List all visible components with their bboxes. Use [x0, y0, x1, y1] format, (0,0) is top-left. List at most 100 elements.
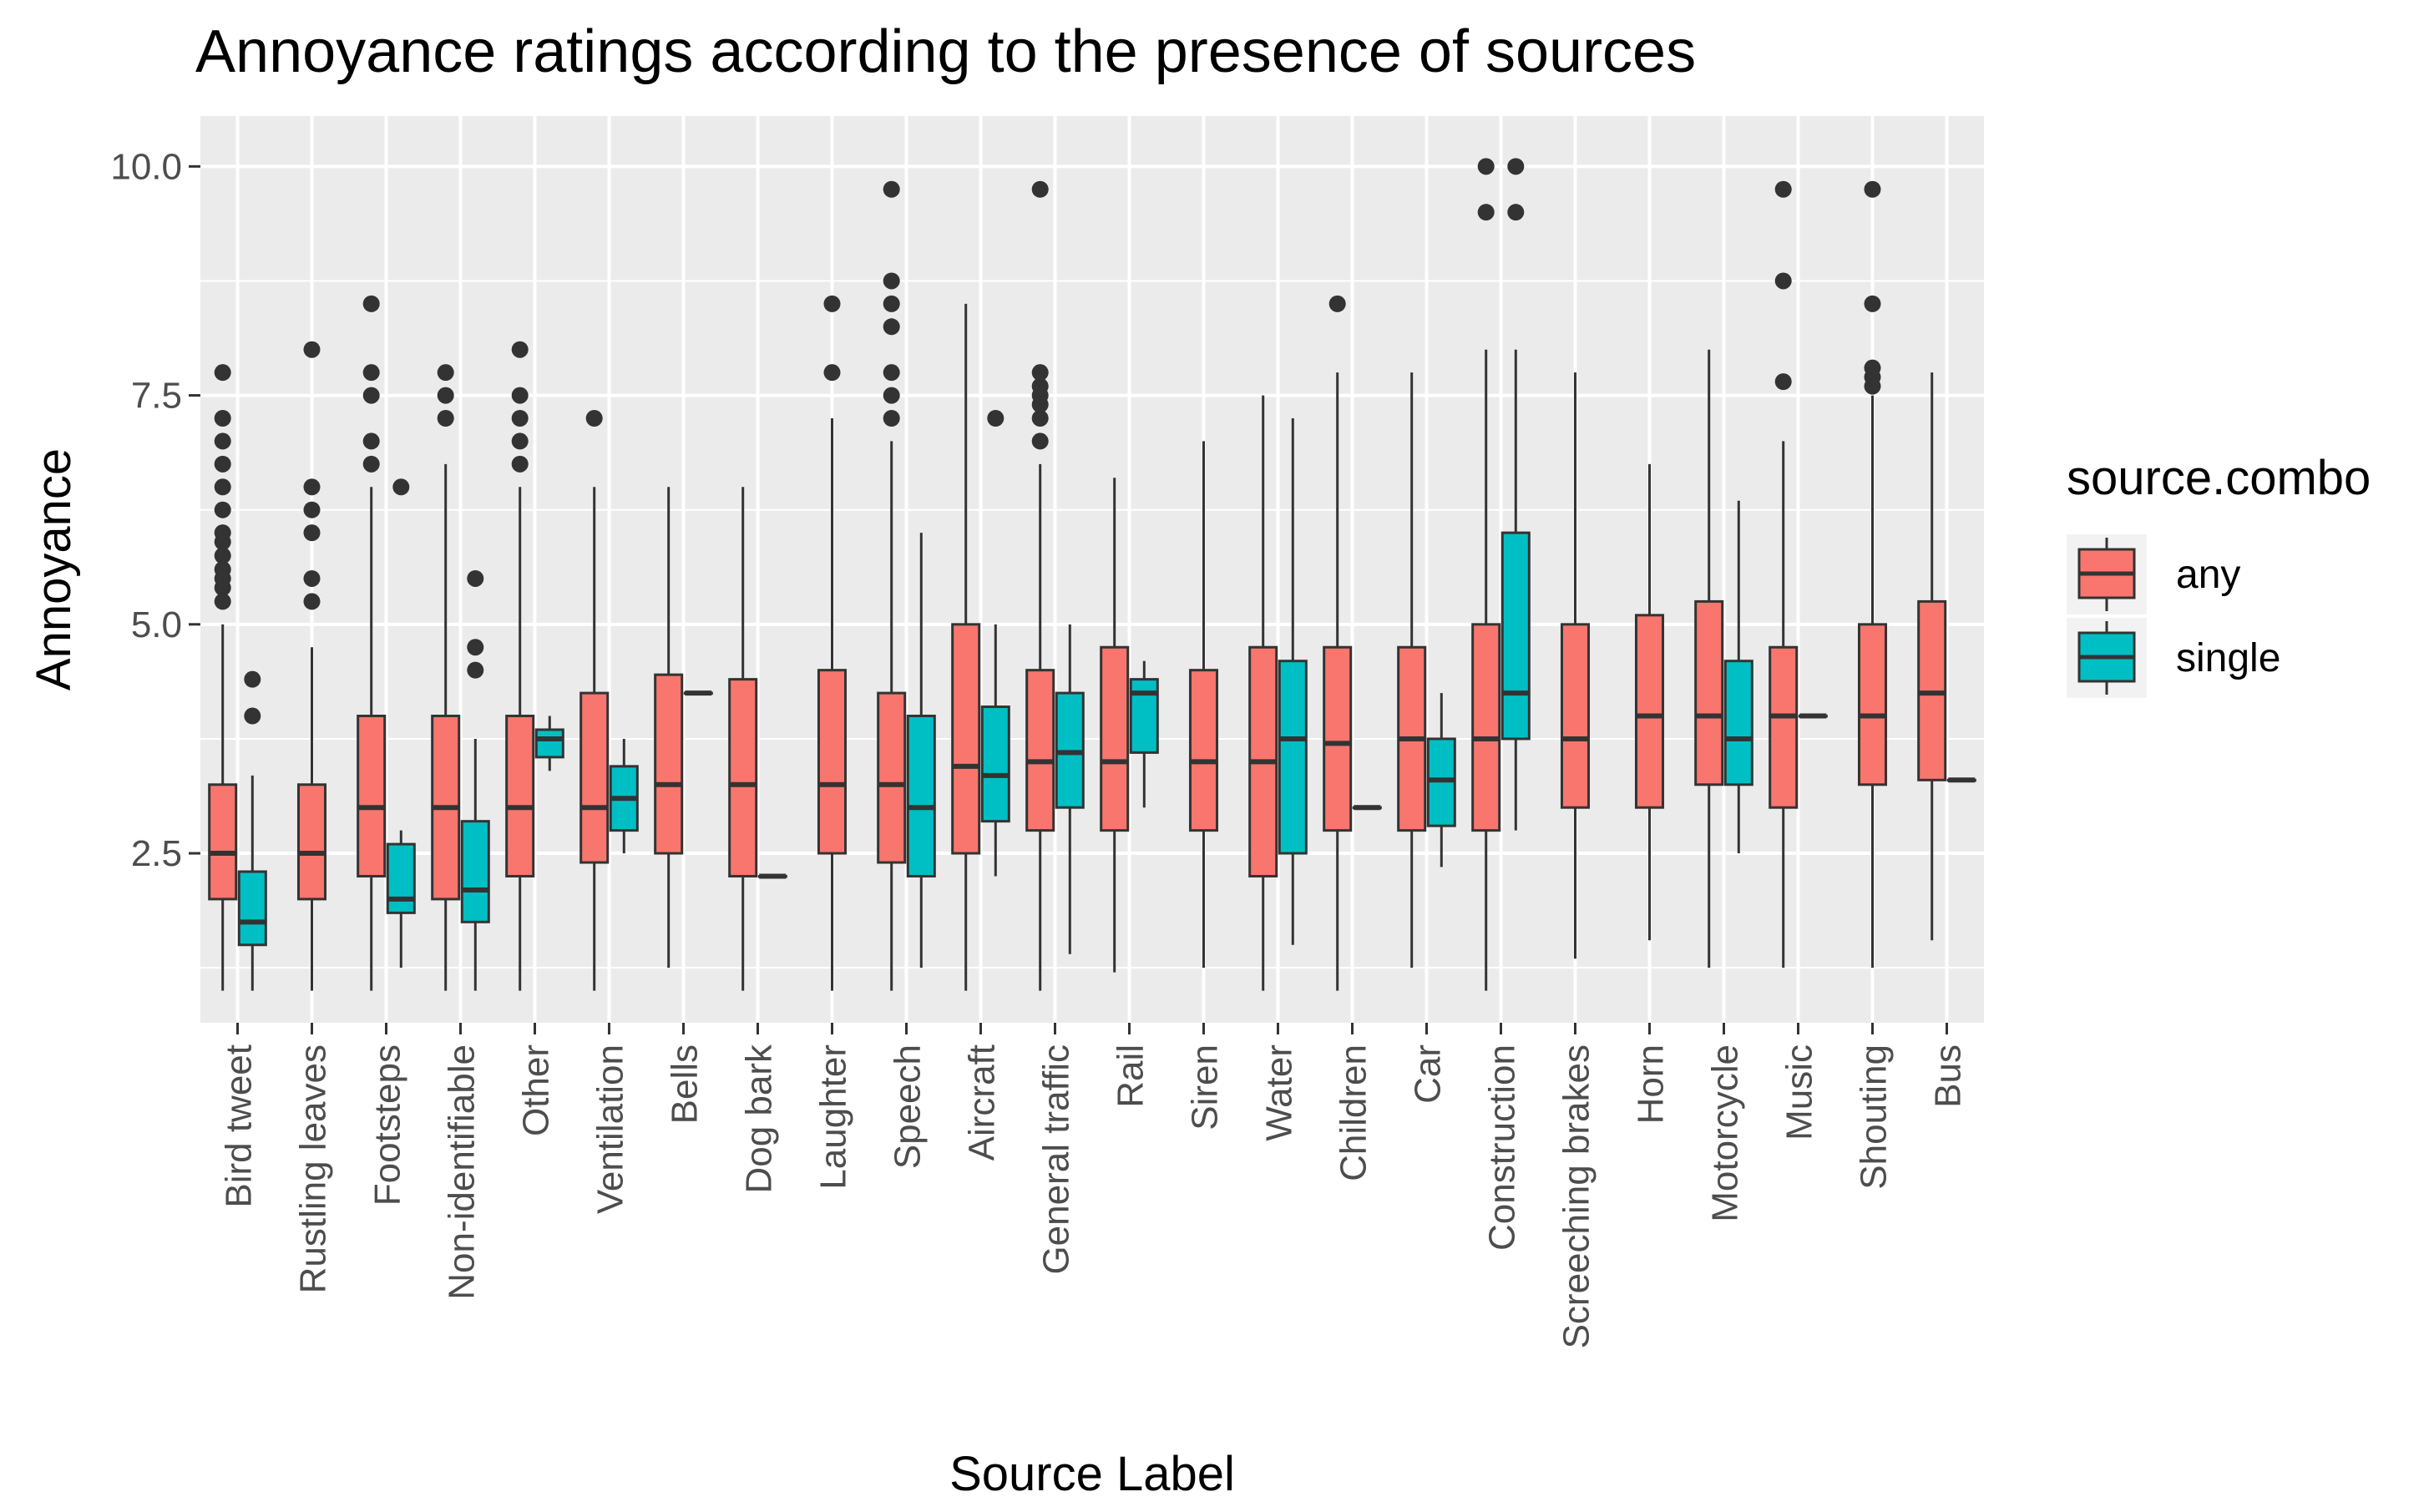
outlier-point: [214, 432, 231, 450]
outlier-point: [303, 341, 321, 358]
y-tick-label: 2.5: [131, 833, 182, 874]
box-any-general-traffic: [1025, 180, 1055, 991]
box-single-dog-bark: [757, 873, 787, 879]
outlier-point: [511, 387, 529, 404]
outlier-point: [362, 295, 380, 312]
plot-panel: [200, 116, 1984, 1023]
outlier-point: [362, 364, 380, 382]
x-tick-label: Motorcycle: [1705, 1044, 1746, 1222]
box-body: [877, 691, 907, 864]
box-body: [1278, 660, 1308, 855]
legend-title: source.combo: [2067, 451, 2371, 505]
legend-items: any single: [2067, 534, 2280, 698]
outlier-point: [1477, 158, 1495, 175]
box-single-other: [534, 716, 564, 771]
box-any-other: [505, 341, 535, 991]
box-single-children: [1352, 805, 1382, 811]
box-any-screeching-brakes: [1560, 372, 1591, 959]
outlier-point: [1507, 204, 1525, 221]
box-any-music: [1769, 180, 1799, 968]
outlier-point: [303, 501, 321, 518]
box-single-bus: [1946, 777, 1976, 783]
outlier-point: [1864, 359, 1881, 377]
outlier-point: [214, 410, 231, 427]
x-tick-label: Construction: [1482, 1044, 1523, 1251]
outlier-point: [585, 410, 603, 427]
outlier-point: [1328, 295, 1346, 312]
outlier-point: [511, 410, 529, 427]
box-body: [1857, 623, 1888, 786]
x-tick-label: Horn: [1631, 1044, 1672, 1124]
box-body: [817, 669, 848, 855]
outlier-point: [511, 432, 529, 450]
outlier-point: [214, 524, 231, 542]
box-any-non-identifiable: [431, 364, 461, 991]
x-tick-label: Bus: [1928, 1044, 1969, 1108]
box-any-bus: [1917, 372, 1947, 941]
outlier-point: [883, 410, 900, 427]
x-tick-label: Car: [1408, 1044, 1449, 1104]
outlier-point: [1864, 295, 1881, 312]
x-axis: Bird tweet Rustling leaves Footsteps Non-id…: [219, 1023, 1969, 1348]
box-any-bird-tweet: [208, 364, 238, 991]
outlier-point: [1031, 432, 1049, 450]
outlier-point: [467, 661, 484, 679]
box-body: [654, 673, 684, 855]
y-tick-label: 7.5: [131, 376, 182, 417]
outlier-point: [303, 524, 321, 542]
box-any-children: [1323, 295, 1353, 991]
outlier-point: [1774, 180, 1792, 198]
box-body: [1634, 614, 1665, 809]
box-body: [237, 870, 267, 947]
outlier-point: [987, 410, 1004, 427]
x-axis-title: Source Label: [949, 1447, 1235, 1501]
box-any-bells: [654, 487, 684, 968]
box-single-rail: [1129, 660, 1159, 808]
box-single-bells: [683, 690, 713, 696]
box-body: [1188, 669, 1219, 832]
outlier-point: [214, 455, 231, 473]
box-single-bird-tweet: [237, 670, 267, 991]
x-tick-label: Non-identifiable: [442, 1044, 483, 1300]
box-any-car: [1397, 372, 1427, 968]
x-tick-label: Children: [1333, 1044, 1374, 1181]
outlier-point: [214, 561, 231, 578]
outlier-point: [883, 387, 900, 404]
box-body: [1129, 678, 1159, 754]
x-tick-label: Water: [1259, 1044, 1300, 1141]
outlier-point: [823, 364, 841, 382]
outlier-point: [1774, 272, 1792, 290]
box-any-rail: [1100, 478, 1130, 973]
box-any-speech: [877, 180, 907, 991]
x-tick-label: Ventilation: [590, 1044, 631, 1214]
box-body: [357, 715, 387, 877]
box-body: [534, 728, 564, 759]
outlier-point: [1507, 158, 1525, 175]
box-single-aircraft: [980, 410, 1010, 877]
y-tick-label: 5.0: [131, 604, 182, 645]
box-body: [1500, 531, 1531, 741]
x-tick-label: Shouting: [1854, 1044, 1895, 1190]
outlier-point: [244, 670, 261, 688]
outlier-point: [823, 295, 841, 312]
x-tick-label: Dog bark: [739, 1044, 780, 1194]
outlier-point: [1477, 204, 1495, 221]
box-body: [1025, 669, 1055, 832]
outlier-point: [214, 501, 231, 518]
box-any-aircraft: [951, 303, 981, 991]
box-body: [906, 715, 936, 877]
outlier-point: [883, 318, 900, 336]
outlier-point: [214, 547, 231, 564]
outlier-point: [511, 455, 529, 473]
legend-label: any: [2176, 553, 2240, 597]
box-any-laughter: [817, 295, 848, 991]
outlier-point: [511, 341, 529, 358]
box-any-water: [1248, 395, 1278, 991]
box-single-speech: [906, 533, 936, 968]
legend-item-single: single: [2067, 618, 2280, 698]
outlier-point: [362, 387, 380, 404]
outlier-point: [1031, 364, 1049, 382]
box-any-ventilation: [579, 410, 610, 991]
outlier-point: [303, 478, 321, 496]
